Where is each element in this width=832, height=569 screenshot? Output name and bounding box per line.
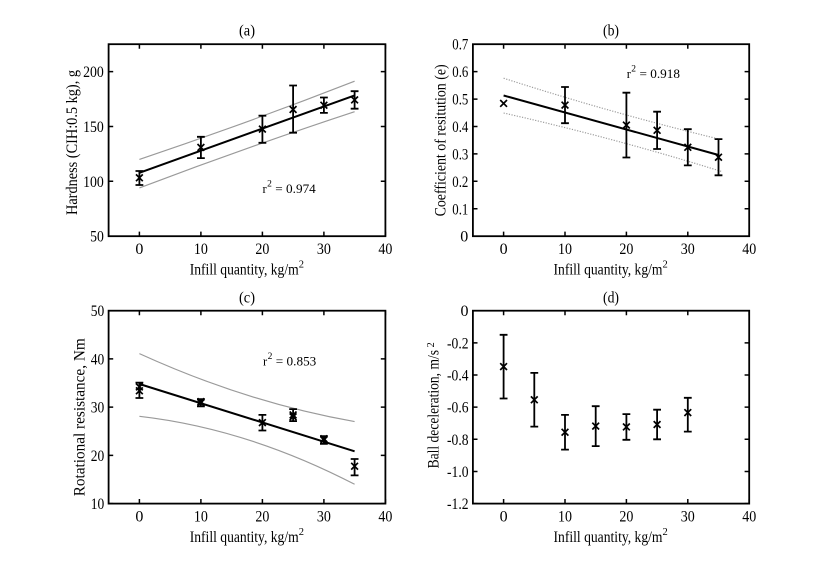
svg-text:Ball deceleration, m/s2: Ball deceleration, m/s2 [426,342,443,468]
svg-text:20: 20 [255,241,269,258]
svg-text:40: 40 [378,241,392,258]
svg-text:0: 0 [460,229,468,246]
svg-text:0: 0 [500,509,508,526]
svg-text:-0.6: -0.6 [447,400,469,417]
svg-text:10: 10 [194,241,208,258]
svg-text:30: 30 [317,241,331,258]
svg-text:0.1: 0.1 [452,201,468,218]
svg-text:40: 40 [742,509,756,526]
svg-text:Infill quantity, kg/m2: Infill quantity, kg/m2 [554,527,668,546]
svg-text:100: 100 [83,174,104,191]
svg-text:Hardness (CIH:0.5 kg), g: Hardness (CIH:0.5 kg), g [64,70,81,215]
svg-text:-1.2: -1.2 [447,496,469,513]
svg-text:20: 20 [619,241,633,258]
svg-text:20: 20 [619,509,633,526]
svg-text:40: 40 [742,241,756,258]
svg-text:10: 10 [194,509,208,526]
svg-text:30: 30 [317,509,331,526]
svg-text:0.3: 0.3 [452,146,468,163]
svg-text:0.6: 0.6 [452,64,468,81]
svg-text:(d): (d) [603,289,619,306]
svg-text:2: 2 [631,64,636,74]
svg-text:= 0.974: = 0.974 [275,182,316,196]
svg-text:Rotational resistance, Nm: Rotational resistance, Nm [72,338,89,497]
svg-text:Coefficient of resitution (e): Coefficient of resitution (e) [433,64,450,216]
svg-text:r: r [627,67,632,81]
svg-text:20: 20 [255,509,269,526]
svg-text:-1.0: -1.0 [447,464,469,481]
svg-text:0.2: 0.2 [452,174,468,191]
svg-text:0: 0 [461,303,469,320]
svg-text:-0.2: -0.2 [447,335,469,352]
svg-text:(b): (b) [603,22,619,39]
svg-text:20: 20 [91,448,105,465]
svg-text:0.7: 0.7 [452,37,468,54]
svg-text:r: r [263,355,268,369]
svg-text:0.4: 0.4 [452,119,468,136]
svg-text:0: 0 [500,241,508,258]
svg-text:r: r [263,182,268,196]
svg-text:(a): (a) [239,22,255,39]
svg-text:10: 10 [91,496,105,513]
svg-text:2: 2 [268,352,273,362]
svg-text:= 0.918: = 0.918 [640,67,681,81]
svg-text:40: 40 [378,509,392,526]
svg-text:Infill quantity, kg/m2: Infill quantity, kg/m2 [190,260,304,279]
svg-text:50: 50 [90,229,104,246]
svg-text:150: 150 [83,119,104,136]
svg-text:200: 200 [83,64,104,81]
svg-text:40: 40 [91,351,105,368]
svg-text:(c): (c) [239,289,255,306]
svg-text:10: 10 [558,509,572,526]
svg-text:0: 0 [135,241,143,258]
svg-text:30: 30 [91,400,105,417]
svg-text:-0.8: -0.8 [447,432,469,449]
svg-text:= 0.853: = 0.853 [276,355,317,369]
svg-text:-0.4: -0.4 [447,368,469,385]
svg-text:0: 0 [135,509,143,526]
svg-text:10: 10 [558,241,572,258]
svg-text:Infill quantity, kg/m2: Infill quantity, kg/m2 [190,527,304,546]
svg-text:30: 30 [681,509,695,526]
svg-text:30: 30 [681,241,695,258]
svg-text:50: 50 [91,303,105,320]
svg-text:2: 2 [267,179,272,189]
svg-text:0.5: 0.5 [452,92,468,109]
svg-text:Infill quantity, kg/m2: Infill quantity, kg/m2 [554,260,668,279]
